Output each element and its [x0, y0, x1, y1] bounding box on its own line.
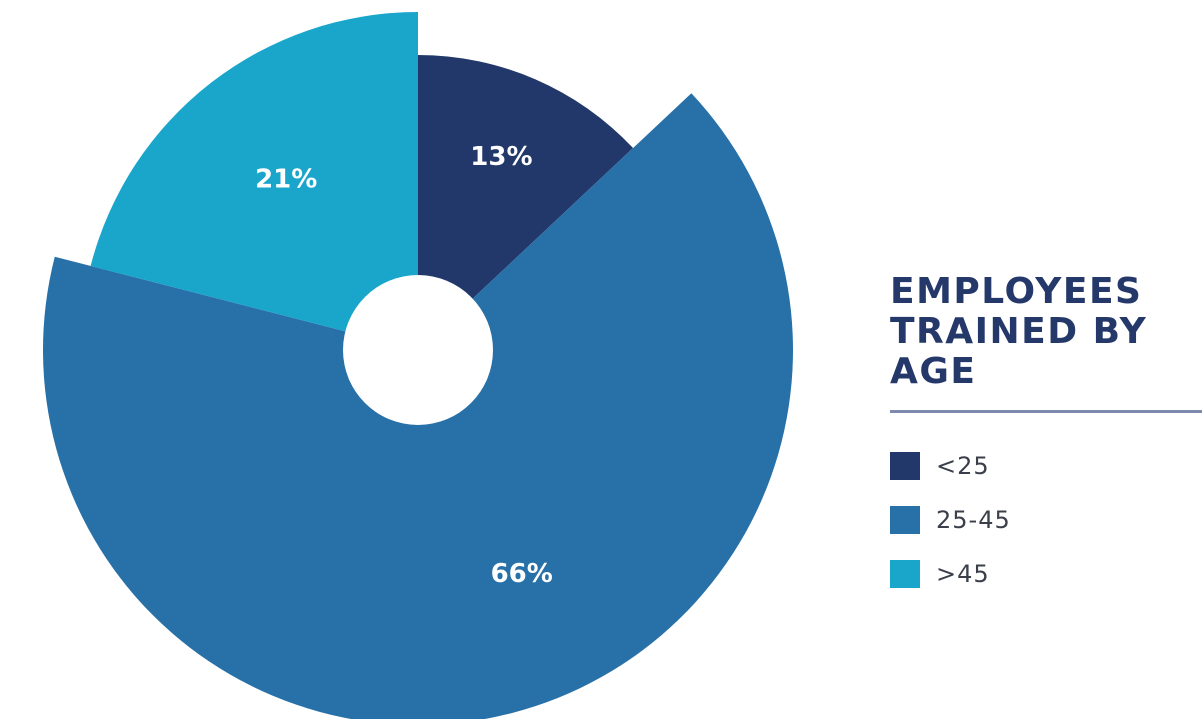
slice-over-45 [90, 12, 419, 350]
legend: <25 25-45 >45 [890, 452, 1011, 614]
legend-item-25-45: 25-45 [890, 506, 1011, 534]
legend-label-under-25: <25 [936, 452, 990, 480]
slice-label-25-45: 66% [491, 559, 553, 589]
legend-swatch-over-45 [890, 560, 920, 588]
legend-label-25-45: 25-45 [936, 506, 1011, 534]
legend-item-over-45: >45 [890, 560, 1011, 588]
legend-swatch-25-45 [890, 506, 920, 534]
donut-hole [343, 275, 493, 425]
slice-label-under-25: 13% [470, 142, 532, 172]
title-divider [890, 410, 1202, 413]
legend-label-over-45: >45 [936, 560, 990, 588]
slice-under-25 [418, 55, 634, 350]
slice-label-over-45: 21% [255, 165, 317, 195]
pie-slice-labels: 13% 66% 21% [255, 142, 553, 589]
legend-item-under-25: <25 [890, 452, 1011, 480]
chart-title: EMPLOYEES TRAINED BY AGE [890, 271, 1148, 392]
legend-swatch-under-25 [890, 452, 920, 480]
